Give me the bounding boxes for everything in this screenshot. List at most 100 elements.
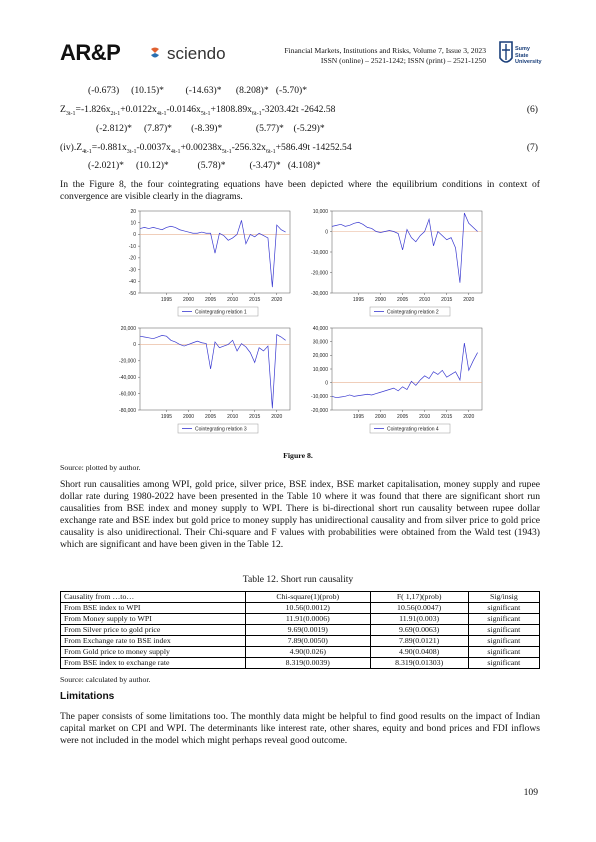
legend-box: [369, 306, 451, 317]
y-tick-label: 0: [325, 380, 328, 386]
series-line: [331, 212, 478, 283]
table-row: From BSE index to exchange rate 8.319(0.0…: [60, 657, 541, 669]
y-tick-label: 20,000: [121, 326, 137, 332]
y-tick-label: -20,000: [311, 408, 328, 414]
table-cell: 4.90(0.0408): [369, 646, 469, 658]
table-cell: 9.69(0.0019): [245, 624, 371, 636]
causality-paragraph: Short run causalities among WPI, gold pr…: [60, 479, 540, 550]
legend-box: [177, 306, 259, 317]
legend-box: [177, 423, 259, 434]
table-cell: 8.319(0.0039): [245, 657, 371, 669]
x-tick-label: 2010: [227, 414, 238, 420]
table-row: From Gold price to money supply 4.90(0.02…: [60, 646, 541, 658]
legend-label: Cointegrating relation 3: [195, 426, 247, 432]
x-tick-label: 2015: [441, 297, 452, 303]
table-cell: 9.69(0.0063): [369, 624, 469, 636]
short-run-causality-table: Causality from …to… Chi-square(1)(prob) …: [60, 591, 541, 669]
y-tick-label: -30,000: [311, 291, 328, 297]
x-tick-label: 2000: [183, 414, 194, 420]
table-cell: significant: [467, 635, 541, 647]
y-tick-label: 10: [130, 221, 136, 227]
x-tick-label: 2005: [205, 414, 216, 420]
table-source: Source: calculated by author.: [60, 675, 151, 684]
limitations-heading: Limitations: [60, 691, 115, 702]
eq5-stats: (-0.673) (10.15)* (-14.63)* (8.208)* (-5…: [88, 85, 308, 96]
y-tick-label: -20,000: [119, 359, 136, 365]
figure-source: Source: plotted by author.: [60, 463, 141, 472]
table-cell: 11.91(0.0006): [245, 613, 371, 625]
legend-box: [369, 423, 451, 434]
table-row: From Silver price to gold price 9.69(0.00…: [60, 624, 541, 636]
sciendo-logo: sciendo: [148, 44, 226, 64]
y-tick-label: -40: [129, 279, 136, 285]
x-tick-label: 2010: [419, 297, 430, 303]
table-cell: significant: [467, 602, 541, 614]
y-tick-label: 40,000: [313, 326, 329, 332]
y-tick-label: 0: [325, 229, 328, 235]
table-cell: 10.56(0.0012): [245, 602, 371, 614]
y-tick-label: -10: [129, 244, 136, 250]
legend-label: Cointegrating relation 1: [195, 309, 247, 315]
table-cell: significant: [467, 646, 541, 658]
col-header: Chi-square(1)(prob): [245, 591, 371, 603]
legend-label: Cointegrating relation 2: [387, 309, 439, 315]
plot-frame: [139, 210, 291, 294]
x-tick-label: 2005: [397, 297, 408, 303]
table-cell: From BSE index to WPI: [60, 602, 246, 614]
y-tick-label: -40,000: [119, 375, 136, 381]
table-caption: Table 12. Short run causality: [242, 574, 354, 585]
table-cell: 7.89(0.0050): [245, 635, 371, 647]
uni-line-1: Sumy: [515, 46, 530, 52]
y-tick-label: -50: [129, 291, 136, 297]
y-tick-label: 10,000: [313, 209, 329, 215]
col-header: F( 1,17)(prob): [369, 591, 469, 603]
x-tick-label: 2015: [441, 414, 452, 420]
y-tick-label: 0: [133, 232, 136, 238]
equation-6: Z3t-1=-1.826x2t-1+0.0122x4t-1-0.0146x5t-…: [60, 104, 336, 117]
eq6-stats: (-2.812)* (7.87)* (-8.39)* (5.77)* (-5.2…: [96, 123, 325, 134]
table-cell: 4.90(0.026): [245, 646, 371, 658]
table-row: From Money supply to WPI 11.91(0.0006) 11.…: [60, 613, 541, 625]
table-cell: significant: [467, 613, 541, 625]
y-tick-label: -10,000: [311, 250, 328, 256]
eq7-stats: (-2.021)* (10.12)* (5.78)* (-3.47)* (4.1…: [88, 160, 321, 171]
university-name: Sumy State University: [515, 46, 542, 66]
sumy-university-logo-icon: [499, 41, 513, 63]
y-tick-label: -10,000: [311, 394, 328, 400]
equation-6-number: (6): [526, 104, 538, 115]
table-cell: From Exchange rate to BSE index: [60, 635, 246, 647]
intro-paragraph: In the Figure 8, the four cointegrating …: [60, 179, 540, 202]
sciendo-wordmark: sciendo: [167, 44, 226, 63]
plot-frame: [331, 327, 483, 411]
y-tick-label: -30: [129, 267, 136, 273]
equation-7-number: (7): [526, 142, 538, 153]
x-tick-label: 2010: [419, 414, 430, 420]
y-tick-label: 10,000: [313, 367, 329, 373]
table-cell: From Silver price to gold price: [60, 624, 246, 636]
col-header: Causality from …to…: [60, 591, 246, 603]
y-tick-label: 20,000: [313, 353, 329, 359]
x-tick-label: 2020: [463, 414, 474, 420]
table-cell: From BSE index to exchange rate: [60, 657, 246, 669]
x-tick-label: 1995: [161, 414, 172, 420]
table-row: From BSE index to WPI 10.56(0.0012) 10.56(…: [60, 602, 541, 614]
chart-cointegrating-relation-3: 20,000 0 -20,000 -40,000 -60,000 -80,000 1995 2…: [119, 326, 291, 434]
series-line: [139, 220, 286, 288]
table-cell: From Money supply to WPI: [60, 613, 246, 625]
legend-label: Cointegrating relation 4: [387, 426, 439, 432]
figure-caption: Figure 8.: [283, 451, 313, 460]
y-tick-label: -20: [129, 256, 136, 262]
chart-cointegrating-relation-2: 10,000 0 -10,000 -20,000 -30,000 1995 2000 2005…: [311, 209, 483, 317]
series-line: [139, 333, 286, 409]
x-tick-label: 2005: [205, 297, 216, 303]
x-tick-label: 2000: [183, 297, 194, 303]
chart-cointegrating-relation-4: 40,000 30,000 20,000 10,000 0 -10,000 -20,000 1…: [311, 326, 483, 434]
x-tick-label: 2020: [463, 297, 474, 303]
x-tick-label: 1995: [353, 297, 364, 303]
x-tick-label: 2020: [271, 414, 282, 420]
table-cell: From Gold price to money supply: [60, 646, 246, 658]
table-header-row: Causality from …to… Chi-square(1)(prob) …: [60, 591, 541, 603]
table-cell: 8.319(0.01303): [369, 657, 469, 669]
x-tick-label: 2020: [271, 297, 282, 303]
